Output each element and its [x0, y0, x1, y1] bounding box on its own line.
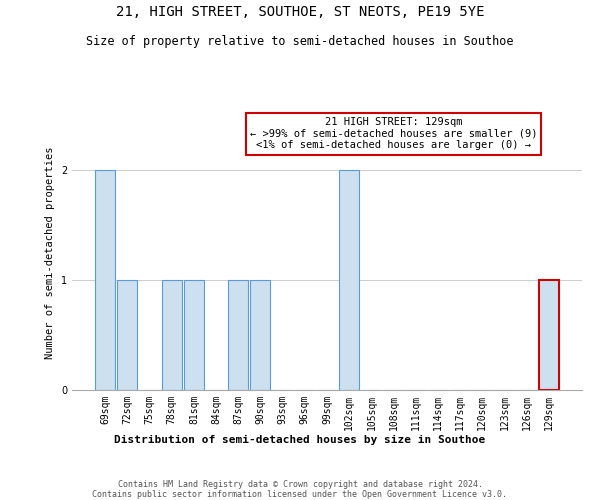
Bar	[95, 170, 115, 390]
Bar	[339, 170, 359, 390]
Text: Distribution of semi-detached houses by size in Southoe: Distribution of semi-detached houses by …	[115, 435, 485, 445]
Bar	[250, 280, 271, 390]
Bar	[184, 280, 204, 390]
Text: Contains HM Land Registry data © Crown copyright and database right 2024.
Contai: Contains HM Land Registry data © Crown c…	[92, 480, 508, 500]
Bar	[162, 280, 182, 390]
Text: 21 HIGH STREET: 129sqm
← >99% of semi-detached houses are smaller (9)
<1% of sem: 21 HIGH STREET: 129sqm ← >99% of semi-de…	[250, 117, 538, 150]
Text: 21, HIGH STREET, SOUTHOE, ST NEOTS, PE19 5YE: 21, HIGH STREET, SOUTHOE, ST NEOTS, PE19…	[116, 5, 484, 19]
Bar	[539, 280, 559, 390]
Text: Size of property relative to semi-detached houses in Southoe: Size of property relative to semi-detach…	[86, 35, 514, 48]
Bar	[228, 280, 248, 390]
Bar	[118, 280, 137, 390]
Y-axis label: Number of semi-detached properties: Number of semi-detached properties	[46, 146, 55, 359]
